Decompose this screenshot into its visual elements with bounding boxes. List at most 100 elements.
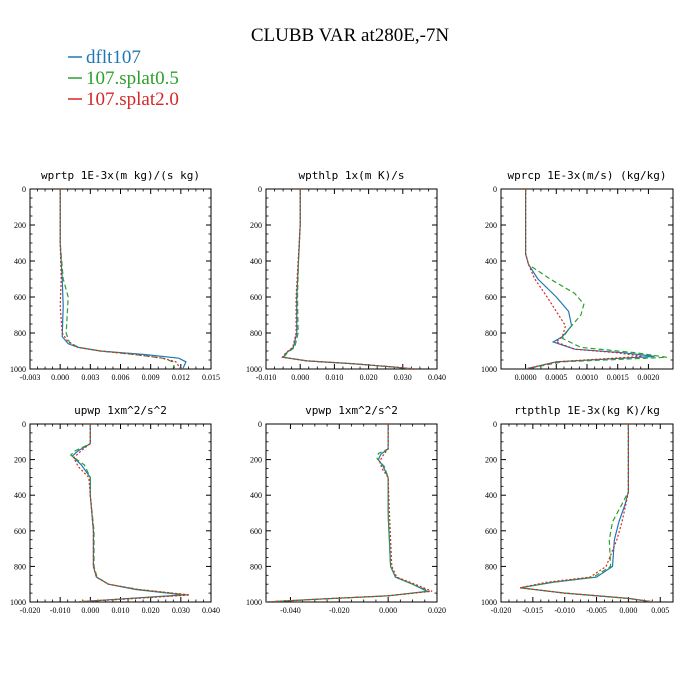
y-tick-label: 1000 <box>246 365 262 374</box>
chart-panel-3: upwp 1xm^2/s^2 0 200 400 600 800 1000-0.020 -0.… <box>10 404 220 615</box>
x-tick-label: -0.010 <box>554 606 575 615</box>
y-tick-label: 200 <box>14 221 26 230</box>
x-tick-label: 0.010 <box>112 606 130 615</box>
x-tick-label: 0.000 <box>619 606 637 615</box>
y-tick-label: 0 <box>493 185 497 194</box>
plot-frame <box>29 423 212 603</box>
x-tick-label: 0.010 <box>325 373 343 382</box>
y-tick-label: 800 <box>14 562 26 571</box>
y-tick-label: 1000 <box>481 598 497 607</box>
y-tick-label: 0 <box>258 185 262 194</box>
x-tick-label: 0.040 <box>428 373 446 382</box>
y-tick-label: 200 <box>14 456 26 465</box>
y-tick-label: 1000 <box>246 598 262 607</box>
x-tick-label: 0.040 <box>202 606 220 615</box>
x-tick-label: 0.015 <box>202 373 220 382</box>
legend-label-0: dflt107 <box>86 47 141 68</box>
x-tick-label: 0.030 <box>172 606 190 615</box>
y-tick-label: 200 <box>250 456 262 465</box>
y-tick-label: 800 <box>14 329 26 338</box>
panel-title: wprcp 1E-3x(m/s) (kg/kg) <box>508 169 667 182</box>
x-tick-label: 0.006 <box>112 373 130 382</box>
y-tick-label: 800 <box>250 562 262 571</box>
x-tick-label: -0.010 <box>50 606 71 615</box>
x-tick-label: 0.020 <box>142 606 160 615</box>
y-tick-label: 400 <box>250 491 262 500</box>
chart-panel-2: wprcp 1E-3x(m/s) (kg/kg) 0 200 400 600 800 100… <box>481 169 674 382</box>
y-tick-label: 800 <box>250 329 262 338</box>
x-tick-label: 0.009 <box>142 373 160 382</box>
y-tick-label: 1000 <box>10 365 26 374</box>
series-line-dflt107 <box>524 189 655 369</box>
y-tick-label: 200 <box>250 221 262 230</box>
series-line-107-splat2-0 <box>524 189 643 369</box>
x-tick-label: 0.0005 <box>545 373 567 382</box>
x-tick-label: -0.015 <box>523 606 544 615</box>
x-tick-label: 0.020 <box>360 373 378 382</box>
y-tick-label: 200 <box>485 456 497 465</box>
panel-title: wpthlp 1x(m K)/s <box>299 169 405 182</box>
series-line-107-splat0-5 <box>519 424 654 602</box>
series-line-107-splat0-5 <box>69 424 187 602</box>
x-tick-label: 0.000 <box>81 606 99 615</box>
series-line-dflt107 <box>59 189 187 369</box>
y-tick-label: 200 <box>485 221 497 230</box>
y-tick-label: 0 <box>258 420 262 429</box>
y-tick-label: 1000 <box>481 365 497 374</box>
plot-frame <box>265 423 438 603</box>
x-tick-label: 0.0015 <box>607 373 629 382</box>
x-tick-label: 0.030 <box>394 373 412 382</box>
series-line-107-splat2-0 <box>266 424 433 602</box>
chart-panel-0: wprtp 1E-3x(m kg)/(s kg) 0 200 400 600 800 100… <box>10 169 220 382</box>
chart-panel-5: rtpthlp 1E-3x(kg K)/kg02004006008001000-… <box>481 404 674 615</box>
y-tick-label: 800 <box>485 562 497 571</box>
chart-panels: wprtp 1E-3x(m kg)/(s kg) 0 200 400 600 800 100… <box>10 169 674 615</box>
series-line-107-splat2-0 <box>72 424 190 602</box>
y-tick-label: 800 <box>485 329 497 338</box>
x-tick-label: -0.003 <box>20 373 41 382</box>
x-tick-label: 0.000 <box>379 606 397 615</box>
series-line-107-splat0-5 <box>266 424 430 602</box>
y-tick-label: 0 <box>22 420 26 429</box>
x-tick-label: 0.003 <box>81 373 99 382</box>
x-tick-label: 0.005 <box>651 606 669 615</box>
series-line-dflt107 <box>71 424 184 602</box>
panel-title: rtpthlp 1E-3x(kg K)/kg <box>514 404 660 417</box>
x-tick-label: -0.005 <box>586 606 607 615</box>
legend-label-2: 107.splat2.0 <box>86 89 179 110</box>
panel-title: vpwp 1xm^2/s^2 <box>305 404 398 417</box>
x-tick-label: -0.040 <box>280 606 301 615</box>
y-tick-label: 0 <box>493 420 497 429</box>
x-tick-label: -0.020 <box>491 606 512 615</box>
plot-frame <box>29 188 212 370</box>
series-line-107-splat0-5 <box>59 189 176 369</box>
y-tick-label: 600 <box>14 527 26 536</box>
panel-title: wprtp 1E-3x(m kg)/(s kg) <box>41 169 200 182</box>
series-line-dflt107 <box>519 424 654 602</box>
plot-frame <box>500 188 674 370</box>
x-tick-label: 0.012 <box>172 373 190 382</box>
y-tick-label: 400 <box>250 257 262 266</box>
y-tick-label: 600 <box>485 527 497 536</box>
panel-title: upwp 1xm^2/s^2 <box>74 404 167 417</box>
y-tick-label: 600 <box>485 293 497 302</box>
y-tick-label: 1000 <box>10 598 26 607</box>
x-tick-label: 0.000 <box>51 373 69 382</box>
plot-frame <box>265 188 438 370</box>
series-line-107-splat2-0 <box>519 424 654 602</box>
series-line-107-splat2-0 <box>281 189 417 369</box>
series-line-107-splat2-0 <box>59 189 182 369</box>
x-tick-label: -0.020 <box>20 606 41 615</box>
x-tick-label: -0.010 <box>256 373 277 382</box>
figure-title: CLUBB VAR at280E,-7N <box>251 25 450 46</box>
series-line-dflt107 <box>282 189 414 369</box>
y-tick-label: 400 <box>485 491 497 500</box>
series-line-107-splat0-5 <box>282 189 414 369</box>
x-tick-label: 0.000 <box>291 373 309 382</box>
y-tick-label: 600 <box>14 293 26 302</box>
y-tick-label: 600 <box>250 293 262 302</box>
x-tick-label: -0.020 <box>329 606 350 615</box>
legend-label-1: 107.splat0.5 <box>86 68 179 89</box>
